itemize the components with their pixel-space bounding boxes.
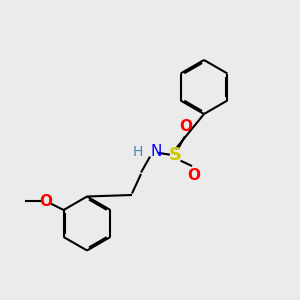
- Text: H: H: [133, 145, 143, 158]
- Text: N: N: [151, 144, 162, 159]
- Text: O: O: [179, 119, 193, 134]
- Text: O: O: [39, 194, 52, 208]
- Text: S: S: [169, 146, 182, 164]
- Text: O: O: [187, 168, 200, 183]
